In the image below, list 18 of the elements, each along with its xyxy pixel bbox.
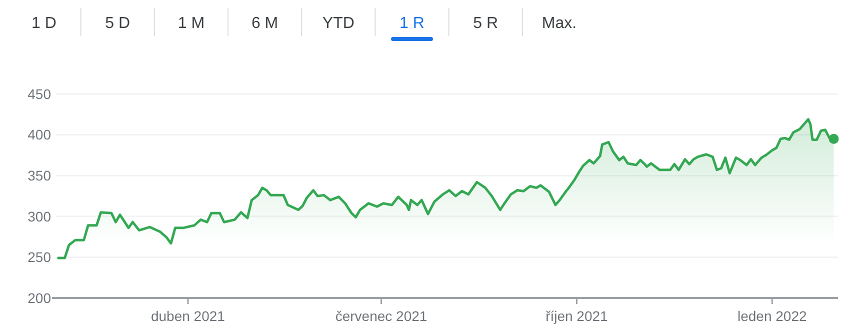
y-tick-label: 200	[28, 290, 52, 306]
x-tick-label: říjen 2021	[546, 308, 608, 324]
y-tick-label: 450	[28, 86, 52, 102]
text: 1 R	[400, 15, 424, 32]
x-tick-label: duben 2021	[150, 308, 226, 324]
text: 6 M	[251, 15, 278, 32]
y-tick-label: 400	[28, 126, 52, 143]
text: 5 R	[473, 15, 498, 32]
y-tick-label: 300	[28, 208, 52, 224]
y-tick-label: 350	[28, 168, 52, 184]
x-tick-label: červenec 2021	[335, 308, 428, 324]
text: 5 D	[105, 15, 130, 32]
text: 1 M	[178, 15, 205, 32]
x-tick-label: leden 2022	[737, 308, 807, 324]
y-tick-label: 250	[28, 249, 52, 266]
text: YTD	[322, 15, 354, 32]
text: 1 D	[32, 15, 56, 32]
text: Max.	[542, 15, 577, 32]
